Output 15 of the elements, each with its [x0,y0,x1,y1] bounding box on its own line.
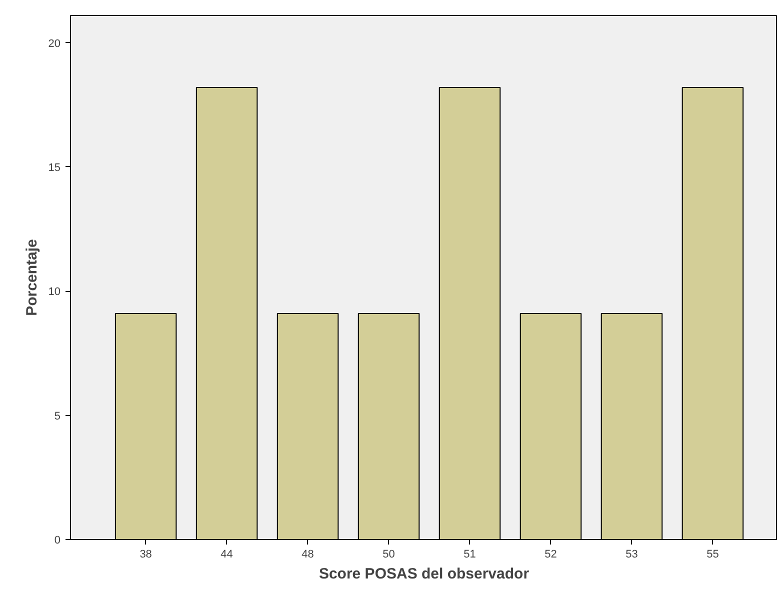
y-tick-label: 0 [54,534,61,546]
x-tick-label: 55 [706,548,719,560]
x-tick-label: 53 [626,548,638,560]
x-tick-label: 52 [544,548,557,560]
x-tick-label: 38 [140,548,152,560]
x-tick-label: 48 [302,548,314,560]
y-tick-label: 15 [48,162,61,174]
y-tick-label: 5 [54,410,61,422]
x-axis-title: Score POSAS del observador [318,566,530,582]
x-tick-label: 44 [220,548,233,560]
y-axis-title: Porcentaje [23,239,40,316]
y-tick-label: 10 [48,286,61,298]
y-tick-label: 20 [48,38,61,50]
x-tick-label: 51 [464,548,476,560]
x-tick-label: 50 [382,548,395,560]
